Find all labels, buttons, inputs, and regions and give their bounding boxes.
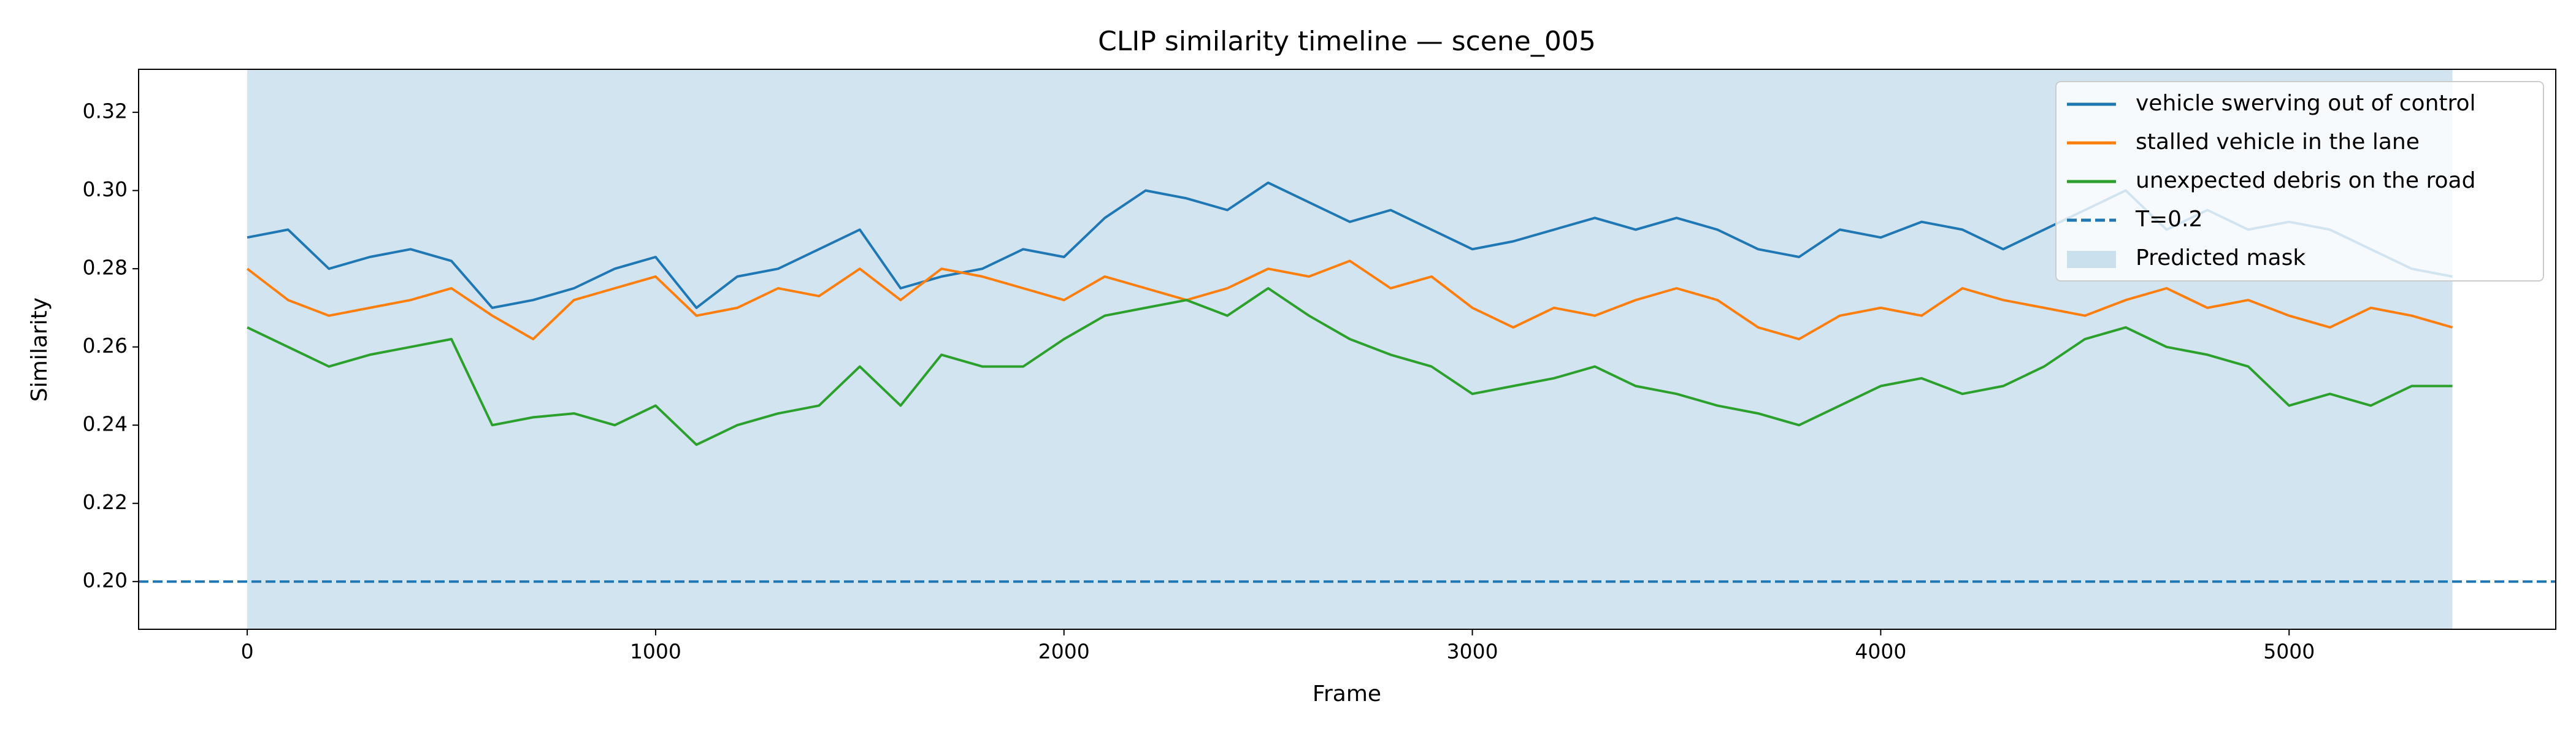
x-tick-label: 5000 xyxy=(2263,640,2315,664)
y-tick-label: 0.20 xyxy=(83,569,128,592)
y-tick-label: 0.24 xyxy=(83,412,128,436)
legend-label: Predicted mask xyxy=(2136,245,2306,270)
legend: vehicle swerving out of control stalled v… xyxy=(2055,81,2544,282)
x-tick-label: 2000 xyxy=(1038,640,1090,664)
y-tick-label: 0.30 xyxy=(83,177,128,201)
y-tick-label: 0.22 xyxy=(83,490,128,514)
y-tick-label: 0.32 xyxy=(83,99,128,123)
legend-label: unexpected debris on the road xyxy=(2136,168,2475,193)
legend-label: vehicle swerving out of control xyxy=(2136,91,2476,116)
series-line xyxy=(247,287,2453,447)
x-axis-label: Frame xyxy=(1313,681,1381,707)
series-line xyxy=(246,259,2453,340)
legend-swatch xyxy=(2067,251,2116,268)
chart-title: CLIP similarity timeline — scene_005 xyxy=(1098,26,1596,57)
x-tick-label: 4000 xyxy=(1855,640,1906,664)
plot-frame xyxy=(138,69,2556,630)
legend-label: T=0.2 xyxy=(2135,207,2202,232)
legend-box xyxy=(2055,81,2544,282)
x-tick-label: 0 xyxy=(241,640,254,664)
y-tick-label: 0.28 xyxy=(83,256,128,280)
legend-label: stalled vehicle in the lane xyxy=(2136,129,2420,155)
y-axis-label: Similarity xyxy=(27,297,52,402)
x-tick-label: 3000 xyxy=(1447,640,1498,664)
y-tick-label: 0.26 xyxy=(83,334,128,358)
x-tick-label: 1000 xyxy=(630,640,681,664)
